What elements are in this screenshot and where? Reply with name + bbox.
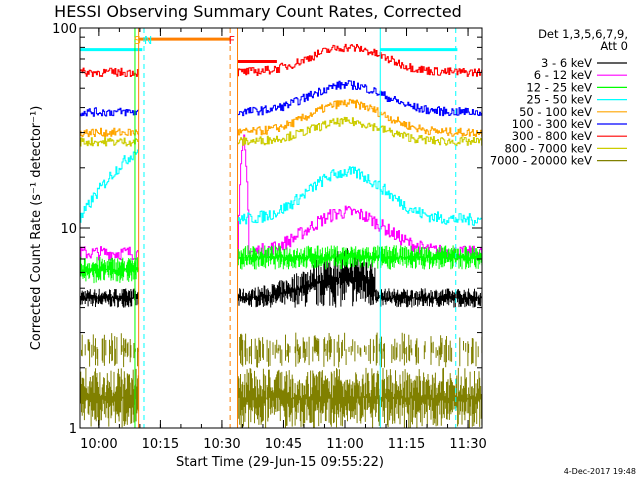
series-segment (237, 98, 483, 137)
series-segment (80, 67, 139, 77)
legend-entry-label: 6 - 12 keV (534, 68, 592, 82)
series-segment (80, 107, 139, 117)
x-tick-label: 10:45 (265, 437, 302, 452)
series-50-100keV-trace (80, 98, 483, 138)
x-tick-label: 10:00 (80, 437, 117, 452)
flag-label-f: F (229, 34, 235, 47)
y-axis-label: Corrected Count Rate (s⁻¹ detector⁻¹) (29, 106, 44, 351)
axes: 10:00 10:15 10:30 10:45 11:00 11:15 11:30 1 10 10… (52, 22, 487, 452)
legend-header-line: Det 1,3,5,6,7,9, (538, 27, 628, 41)
legend-entry-label: 3 - 6 keV (541, 56, 592, 70)
series-segment (80, 143, 139, 223)
y-tick-label: 100 (52, 22, 77, 37)
series-25-50keV-trace (80, 143, 483, 226)
series-segment (80, 246, 139, 261)
series-100-300keV-trace (80, 80, 483, 117)
x-tick-label: 10:15 (142, 437, 179, 452)
series-segment (237, 43, 483, 77)
y-tick-label: 10 (60, 222, 77, 237)
legend-entry-label: 7000 - 20000 keV (490, 154, 592, 168)
legend-entry-label: 50 - 100 keV (519, 105, 592, 119)
footer-date: 4-Dec-2017 19:48 (564, 467, 636, 476)
series-segment (237, 116, 483, 147)
series-segment (237, 80, 483, 117)
legend-entry-label: 100 - 300 keV (512, 117, 592, 131)
series-6-12keV-trace (80, 134, 483, 261)
series-band (79, 332, 483, 428)
x-tick-label: 10:30 (203, 437, 240, 452)
x-tick-label: 11:30 (449, 437, 486, 452)
flag-label-n: N (144, 34, 152, 47)
legend-entry-label: 12 - 25 keV (526, 80, 592, 94)
legend-entry-label: 800 - 7000 keV (504, 141, 592, 155)
series-segment (80, 137, 139, 147)
series-800-7000keV-trace (80, 116, 483, 147)
series-segment (80, 127, 139, 138)
series-segment (237, 166, 483, 226)
flag-label-s: S (134, 34, 141, 47)
series-300-800keV-trace (80, 43, 483, 77)
x-tick-label: 11:00 (326, 437, 363, 452)
legend-entry-label: 300 - 800 keV (512, 129, 592, 143)
legend-entry-label: 25 - 50 keV (526, 93, 592, 107)
series-segment (237, 134, 483, 260)
x-axis-label: Start Time (29-Jun-15 09:55:22) (176, 455, 384, 470)
legend-header-line: Att 0 (600, 39, 628, 53)
y-tick-label: 1 (69, 422, 77, 437)
x-tick-label: 11:15 (388, 437, 425, 452)
chart-title: HESSI Observing Summary Count Rates, Cor… (54, 2, 462, 21)
plot-frame (79, 27, 483, 429)
series-7000-20000keV-trace (79, 332, 483, 428)
